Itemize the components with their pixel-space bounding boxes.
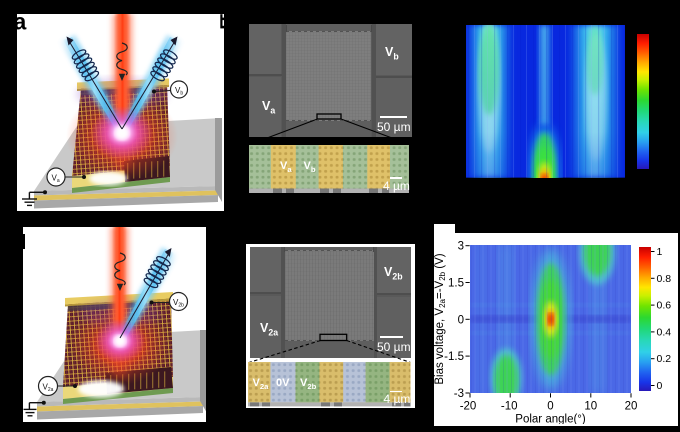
svg-text:0: 0: [458, 314, 464, 326]
svg-text:0.8: 0.8: [656, 272, 671, 284]
svg-text:-1.5: -1.5: [444, 351, 464, 363]
svg-text:a: a: [14, 9, 27, 35]
svg-text:Vb: Vb: [175, 86, 183, 97]
svg-text:Bias voltage, V2a=-V2b (V): Bias voltage, V2a=-V2b (V): [434, 253, 447, 384]
svg-text:10: 10: [584, 401, 597, 413]
svg-text:V2b: V2b: [173, 298, 184, 309]
svg-text:V2a: V2a: [42, 383, 53, 394]
svg-text:20: 20: [625, 401, 638, 413]
svg-text:Polar angle(°): Polar angle(°): [515, 414, 586, 425]
svg-text:-10: -10: [501, 401, 518, 413]
svg-text:0: 0: [656, 380, 662, 392]
svg-text:1: 1: [656, 247, 662, 258]
svg-text:Va: Va: [52, 174, 60, 185]
svg-text:0.2: 0.2: [656, 353, 671, 365]
svg-text:3: 3: [458, 241, 464, 253]
svg-text:-3: -3: [454, 388, 464, 400]
svg-text:1.5: 1.5: [448, 278, 464, 290]
svg-text:0.4: 0.4: [656, 326, 671, 338]
svg-text:0: 0: [547, 401, 553, 413]
svg-text:-20: -20: [460, 401, 477, 413]
svg-text:0.6: 0.6: [656, 299, 671, 311]
